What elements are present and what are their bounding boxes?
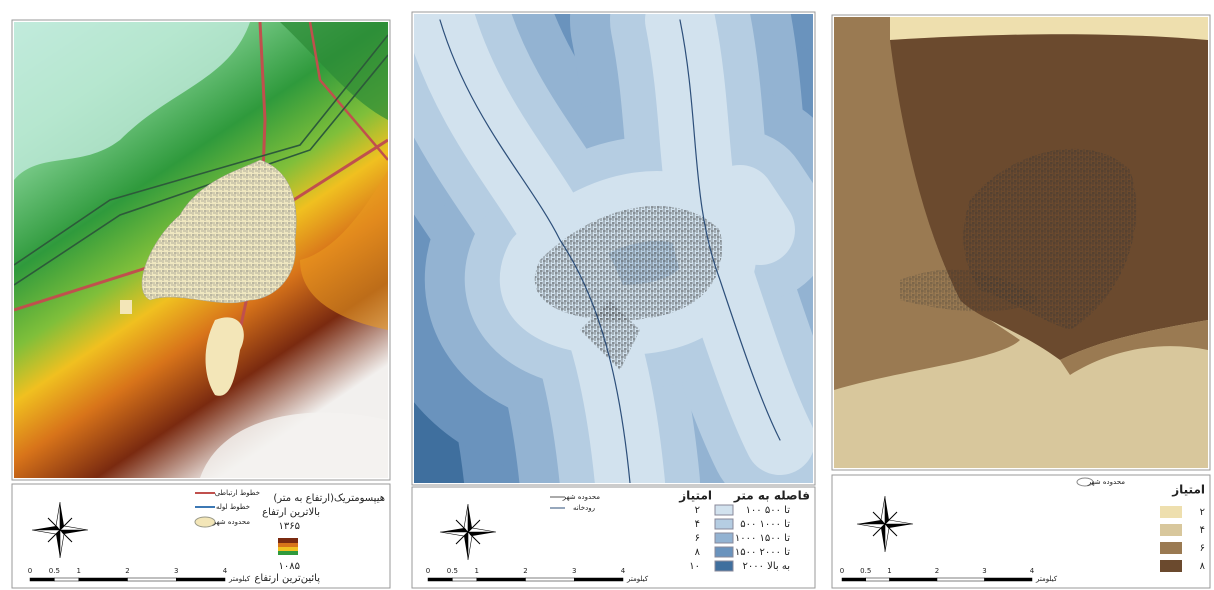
score-map [834, 17, 1208, 468]
legend-score: ۸ [1200, 561, 1206, 572]
legend-box [11, 483, 391, 589]
scale-label: 4 [621, 567, 626, 575]
legend-swatch [714, 532, 734, 544]
legend-label: ۱۰۰ تا ۵۰۰ [746, 505, 791, 516]
scale-label: 3 [572, 567, 576, 575]
scale-segment [29, 577, 55, 582]
scale-label: 0.5 [49, 567, 60, 575]
legend-label: ۱۳۶۵ [279, 521, 300, 532]
scale-label: 0.5 [860, 567, 871, 575]
scale-label: 0 [840, 567, 844, 575]
legend-score: ۲ [1200, 507, 1205, 518]
legend-label: محدوده شهر [212, 518, 251, 526]
legend-label: ۱۰۸۵ [279, 561, 300, 572]
scale-label: 1 [475, 567, 479, 575]
legend-label: رودخانه [573, 504, 595, 512]
legend-swatch [714, 546, 734, 558]
legend-label: خطوط ارتباطی [215, 489, 260, 497]
scale-label: 1 [77, 567, 81, 575]
legend-title: امتیاز [1171, 483, 1205, 497]
scale-label: 4 [1030, 567, 1035, 575]
legend-rows: ۱۰۰ تا ۵۰۰ ۲ ۵۰۰ تا ۱۰۰۰ ۴ ۱۰۰۰ تا ۱۵۰۰ ۶ ۱۵۰۰… [689, 504, 791, 572]
legend-swatch [714, 560, 734, 572]
scale-segment [984, 577, 1033, 582]
scale-segment [54, 577, 79, 582]
scale-label: 2 [125, 567, 129, 575]
legend-label: ۵۰۰ تا ۱۰۰۰ [740, 519, 790, 530]
legend-swatch [1076, 477, 1094, 487]
scale-segment [78, 577, 128, 582]
elevation-map [14, 22, 388, 478]
legend-swatch [1160, 506, 1182, 518]
legend-label: پائین‌ترین ارتفاع [254, 573, 320, 584]
legend-score: ۲ [695, 505, 700, 516]
scale-segment [936, 577, 985, 582]
legend-title: فاصله به متر [733, 489, 810, 503]
scale-label: 0 [426, 567, 430, 575]
scale-unit: کیلومتر [626, 575, 649, 583]
scale-segment [525, 577, 575, 582]
legend-label: ۱۰۰۰ تا ۱۵۰۰ [735, 533, 790, 544]
legend-label: محدوده شهر [1087, 478, 1126, 486]
legend-swatch [1160, 524, 1182, 536]
scale-label: 1 [887, 567, 891, 575]
scale-segment [574, 577, 624, 582]
legend-score: ۶ [1200, 543, 1205, 554]
legend-box [831, 474, 1211, 589]
scale-segment [427, 577, 453, 582]
legend-score: ۴ [695, 519, 700, 530]
legend-swatch [1160, 542, 1182, 554]
legend-box [411, 486, 816, 589]
legend-swatch [194, 516, 216, 528]
legend-rows: ۲ ۴ ۶ ۸ [1160, 506, 1206, 572]
scale-segment [452, 577, 477, 582]
distance-map [414, 14, 813, 483]
scale-segment [841, 577, 866, 582]
legend-label: محدوده شهر [562, 493, 601, 501]
scale-segment [127, 577, 177, 582]
legend-score: ۴ [1200, 525, 1205, 536]
scale-segment [176, 577, 226, 582]
scale-label: 2 [935, 567, 939, 575]
legend-swatch [714, 504, 734, 516]
legend-label: خطوط لوله [216, 503, 250, 511]
legend-swatch [1160, 560, 1182, 572]
scale-label: 4 [223, 567, 228, 575]
scale-label: 3 [174, 567, 178, 575]
scale-label: 3 [982, 567, 986, 575]
scale-label: 0 [28, 567, 32, 575]
legend-swatch [714, 518, 734, 530]
scale-label: 0.5 [447, 567, 458, 575]
scale-segment [865, 577, 890, 582]
legend-label: بالاترین ارتفاع [262, 507, 320, 518]
panel-2: محدوده شهر رودخانه فاصله به متر امتیاز ۱… [411, 11, 816, 589]
legend-score: ۶ [695, 533, 700, 544]
scale-unit: کیلومتر [1035, 575, 1058, 583]
scale-label: 2 [523, 567, 527, 575]
legend-label: ۲۰۰۰ به بالا [742, 561, 790, 572]
legend-title: امتیاز [678, 489, 712, 503]
legend-label: ۱۵۰۰ تا ۲۰۰۰ [735, 547, 790, 558]
legend-title: هیپسومتریک(ارتفاع به متر) [273, 493, 385, 504]
scale-unit: کیلومتر [228, 575, 251, 583]
panel-1: هیپسومتریک(ارتفاع به متر) خطوط ارتباطی خ… [11, 19, 391, 589]
legend-score: ۸ [695, 547, 701, 558]
scale-segment [889, 577, 938, 582]
legend-score: ۱۰ [689, 561, 700, 572]
scale-segment [476, 577, 526, 582]
